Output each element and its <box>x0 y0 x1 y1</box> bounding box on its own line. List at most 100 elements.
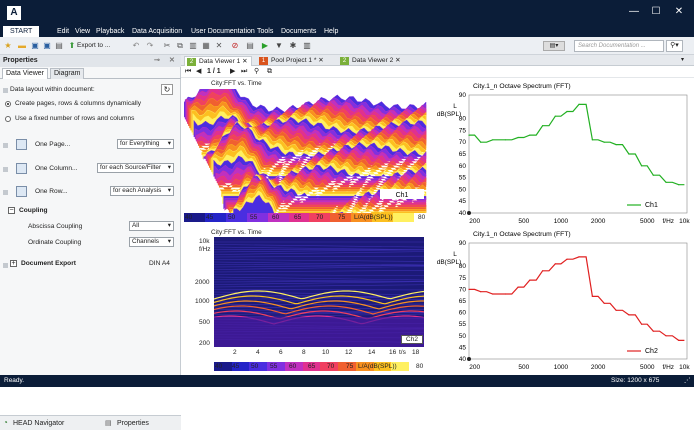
properties-header: Properties⊸✕ <box>0 55 181 67</box>
list-icon[interactable]: ▤ <box>245 41 255 51</box>
delete-icon[interactable]: ✕ <box>214 41 224 51</box>
data-point <box>492 293 493 294</box>
stop-icon[interactable]: ⊘ <box>230 41 240 51</box>
refresh-icon[interactable]: ↻ <box>161 84 173 95</box>
octave-spectrum-ch2[interactable]: City.1_n Octave Spectrum (FFT)9080757065… <box>431 227 693 373</box>
grip-icon <box>3 190 8 195</box>
abscissa-coupling-dropdown[interactable]: All <box>129 221 174 231</box>
pin-icon[interactable]: ⊸ <box>154 55 160 67</box>
undo-icon[interactable]: ↶ <box>131 41 141 51</box>
maximize-button[interactable]: ☐ <box>645 4 667 20</box>
prev-page-icon[interactable]: ◀ <box>196 68 201 76</box>
cut-icon[interactable]: ✂ <box>162 41 172 51</box>
export-icon[interactable]: ⬆ <box>67 41 77 51</box>
tab-list-icon[interactable]: ▾ <box>681 56 684 63</box>
save-icon[interactable]: ▣ <box>30 41 40 51</box>
layout-icon[interactable]: ▥ <box>302 41 312 51</box>
properties-tab-icon[interactable]: ▤ <box>105 419 112 428</box>
search-icon[interactable]: ⚲▾ <box>666 40 683 52</box>
menu-help[interactable]: Help <box>324 27 338 36</box>
menu-edit[interactable]: Edit <box>57 27 69 36</box>
paste-special-icon[interactable]: ▦ <box>201 41 211 51</box>
copy-page-icon[interactable]: ⧉ <box>267 68 272 76</box>
open-folder-icon[interactable]: ▬ <box>17 41 27 51</box>
save-as-icon[interactable]: ▣ <box>42 41 52 51</box>
data-point <box>592 296 593 297</box>
data-point <box>480 291 481 292</box>
radio-fixed-label: Use a fixed number of rows and columns <box>15 114 134 123</box>
zoom-icon[interactable]: ⚲ <box>254 68 259 76</box>
next-page-icon[interactable]: ▶ <box>230 68 235 76</box>
page-indicator: 1 / 1 <box>207 68 221 76</box>
data-point <box>518 137 519 138</box>
close-button[interactable]: ✕ <box>668 4 690 20</box>
cb-tick: 70 <box>327 363 334 371</box>
spectrogram-plot[interactable] <box>214 237 424 347</box>
radio-dynamic[interactable] <box>5 101 11 107</box>
ordinate-coupling-label: Ordinate Coupling <box>28 238 81 247</box>
paste-icon[interactable]: ▥ <box>188 41 198 51</box>
low-freq-band <box>214 317 424 347</box>
cb-unit: L/A(dB(SPL)) <box>358 363 397 371</box>
head-navigator-tab[interactable]: HEAD Navigator <box>13 419 64 428</box>
x-tick-label: 200 <box>469 218 480 225</box>
x-tick-label: 10k <box>679 218 690 225</box>
menu-data-acquisition[interactable]: Data Acquisition <box>132 27 182 36</box>
expand-export-icon[interactable]: + <box>10 260 17 267</box>
menu-tools[interactable]: Tools <box>257 27 273 36</box>
copy-icon[interactable]: ⧉ <box>175 41 185 51</box>
data-point <box>678 184 679 185</box>
menu-user-documentation[interactable]: User Documentation <box>191 27 255 36</box>
last-page-icon[interactable]: ⏭ <box>241 68 247 76</box>
resize-grip-icon[interactable]: ⋰ <box>684 377 691 385</box>
page-navigation: ⏮ ◀ 1 / 1 ▶ ⏭ ⚲ ⧉ <box>181 66 694 78</box>
menu-playback[interactable]: Playback <box>96 27 124 36</box>
panel-switcher: ◔ HEAD Navigator ▤ Properties <box>0 415 181 430</box>
data-point <box>592 139 593 140</box>
menu-documents[interactable]: Documents <box>281 27 316 36</box>
data-point <box>542 125 543 126</box>
menu-view[interactable]: View <box>75 27 90 36</box>
properties-tab[interactable]: Properties <box>117 419 149 428</box>
waterfall-plot[interactable]: Ch1 <box>184 89 429 213</box>
data-point <box>653 175 654 176</box>
data-point <box>529 280 530 281</box>
collapse-coupling-icon[interactable]: − <box>8 207 15 214</box>
badge: 1 <box>259 57 268 65</box>
x-tick: 12 <box>345 349 352 357</box>
play-icon[interactable]: ▶ <box>260 41 270 51</box>
ordinate-coupling-dropdown[interactable]: Channels <box>129 237 174 247</box>
settings-gear-icon[interactable]: ✱ <box>288 41 298 51</box>
badge: 2 <box>187 58 196 66</box>
menu-start[interactable]: START <box>3 26 39 37</box>
star-icon[interactable]: ★ <box>3 41 13 51</box>
one-page-dropdown[interactable]: for Everything <box>117 139 174 149</box>
channel-label-ch1: Ch1 <box>396 192 409 199</box>
x-axis-label: f/Hz <box>662 218 674 225</box>
tab-data-viewer[interactable]: Data Viewer <box>2 68 48 79</box>
one-column-dropdown[interactable]: for each Source/Filter <box>97 163 174 173</box>
view-dropdown[interactable]: ▤▾ <box>543 41 565 51</box>
y-tick-label: 40 <box>459 356 467 363</box>
radio-fixed[interactable] <box>5 116 11 122</box>
export-button[interactable]: Export to ... <box>77 42 110 50</box>
data-point <box>566 259 567 260</box>
print-icon[interactable]: ▤ <box>54 41 64 51</box>
panel-close-icon[interactable]: ✕ <box>169 55 175 67</box>
x-tick-label: 5000 <box>640 218 655 225</box>
redo-icon[interactable]: ↷ <box>145 41 155 51</box>
search-input[interactable]: Search Documentation ... <box>574 40 664 52</box>
spectro1-title: City:FFT vs. Time <box>211 80 262 88</box>
octave-spectrum-ch1[interactable]: City.1_n Octave Spectrum (FFT)9080757065… <box>431 79 693 227</box>
first-page-icon[interactable]: ⏮ <box>185 68 191 76</box>
x-tick-label: 10k <box>679 364 690 371</box>
y-tick-label: 50 <box>459 333 467 340</box>
filter-icon[interactable]: ▼ <box>274 41 284 51</box>
tab-diagram[interactable]: Diagram <box>50 68 84 79</box>
navigator-icon[interactable]: ◔ <box>3 418 8 427</box>
minimize-button[interactable]: — <box>623 4 645 20</box>
one-row-dropdown[interactable]: for each Analysis <box>110 186 174 196</box>
